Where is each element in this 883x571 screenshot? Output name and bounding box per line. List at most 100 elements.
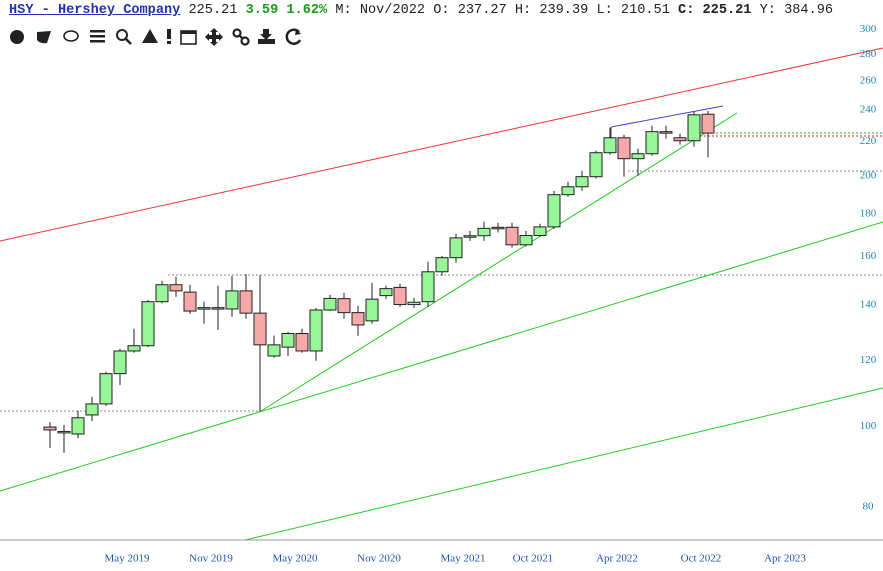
candle-body [239,290,253,314]
candle-body [113,350,127,375]
change: 3.59 1.62% [245,3,328,18]
candle-body [99,373,113,405]
candle-body [197,307,211,310]
last-price: 225.21 [188,3,238,18]
tool-icon[interactable] [205,28,223,46]
x-tick-label: May 2020 [273,553,318,565]
candle-body [211,307,225,310]
candle-body [631,153,645,160]
y-tick-label: 300 [860,23,877,35]
high: H: 239.39 [514,3,589,18]
candle-body [687,114,701,142]
candle-body [561,186,575,196]
open: O: 237.27 [433,3,507,18]
candle-body [57,430,71,434]
x-tick-label: May 2021 [441,553,486,565]
tool-icon[interactable] [116,29,132,45]
y-tick-label: 80 [863,500,875,512]
candle-body [127,345,141,352]
candle-body [477,227,491,237]
candle-body [323,297,337,311]
close: C: 225.21 [678,3,752,18]
low: L: 210.51 [596,3,670,18]
toolbar [10,28,302,46]
candle-body [281,333,295,348]
candle-body [365,298,379,322]
trend-line [0,221,883,492]
tool-icon[interactable] [10,30,24,44]
trend-line [260,112,738,412]
tool-icon[interactable] [232,28,250,46]
period: M: Nov/2022 [335,3,426,18]
x-tick-label: Apr 2023 [764,553,806,565]
candle-body [337,298,351,314]
candle-body [505,226,519,246]
y-tick-label: 100 [860,420,877,432]
x-tick-label: May 2019 [105,553,150,565]
y-tick-label: 160 [860,250,877,262]
y-tick-label: 200 [860,169,877,181]
candle-body [659,131,673,134]
candle-body [43,426,57,431]
candle-body [169,284,183,292]
candle-body [407,301,421,306]
tool-icon[interactable] [180,30,197,45]
tool-icon[interactable] [37,31,51,44]
candle-body [155,284,169,303]
candle-body [701,113,715,134]
candle-body [225,290,239,310]
candle-body [449,237,463,259]
candle-body [421,271,435,303]
tool-icon[interactable] [167,29,171,44]
candle-body [603,137,617,154]
candle-body [575,176,589,188]
candle-body [673,137,687,142]
x-tick-label: Nov 2020 [357,553,401,565]
candle-body [379,288,393,297]
trend-line [0,47,883,242]
tool-icon[interactable] [90,30,105,43]
drawings [0,47,883,541]
candle-body [491,226,505,230]
tool-icon[interactable] [285,28,302,45]
tool-icon[interactable] [295,29,301,35]
yield: Y: 384.96 [759,3,834,18]
x-tick-label: Oct 2022 [681,553,722,565]
candle-body [547,194,561,228]
candle-body [295,333,309,352]
symbol-link[interactable]: HSY - Hershey Company [9,3,181,18]
y-tick-label: 240 [860,104,877,116]
tool-icon[interactable] [142,29,158,43]
trend-line [610,105,724,128]
candle-body [435,257,449,273]
y-tick-label: 180 [860,208,877,220]
y-tick-label: 140 [860,298,877,310]
candle-body [309,309,323,352]
candle-body [533,226,547,237]
y-tick-label: 220 [860,135,877,147]
tool-icon[interactable] [63,30,79,42]
x-tick-label: Oct 2021 [513,553,554,565]
trend-line [244,387,883,541]
header: HSY - Hershey Company 225.21 3.59 1.62% … [9,3,833,18]
x-tick-label: Apr 2022 [596,553,638,565]
y-tick-label: 260 [860,75,877,87]
candle-body [645,131,659,155]
candle-body [253,312,267,346]
candle-body [463,235,477,238]
candle-body [183,291,197,312]
tool-icon[interactable] [258,29,275,44]
y-tick-label: 120 [860,354,877,366]
x-tick-label: Nov 2019 [189,553,233,565]
candle-body [393,286,407,306]
candle-body [351,312,365,326]
candle-body [267,344,281,357]
candle-body [141,301,155,347]
candle-body [519,235,533,246]
candle-body [71,417,85,435]
candle-body [617,137,631,160]
y-tick-label: 280 [860,48,877,60]
candle-body [589,152,603,178]
